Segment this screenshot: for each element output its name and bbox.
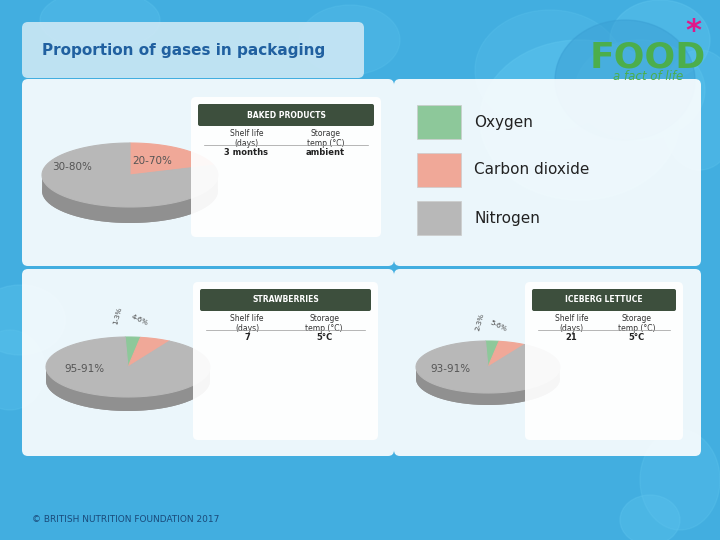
Ellipse shape (660, 50, 720, 170)
Text: 3 months: 3 months (225, 148, 269, 157)
Polygon shape (416, 353, 560, 405)
FancyBboxPatch shape (200, 289, 371, 311)
Polygon shape (488, 341, 524, 367)
Polygon shape (130, 143, 214, 175)
Text: © BRITISH NUTRITION FOUNDATION 2017: © BRITISH NUTRITION FOUNDATION 2017 (32, 515, 220, 524)
Text: 30-80%: 30-80% (52, 162, 92, 172)
Text: 5°C: 5°C (629, 333, 644, 342)
Polygon shape (128, 352, 169, 381)
FancyBboxPatch shape (22, 269, 394, 456)
FancyBboxPatch shape (417, 153, 461, 187)
Text: 2-3%: 2-3% (474, 312, 485, 331)
Text: 20-70%: 20-70% (132, 156, 172, 166)
Text: 7: 7 (244, 333, 250, 342)
Ellipse shape (620, 495, 680, 540)
Text: 93-91%: 93-91% (430, 364, 470, 374)
FancyBboxPatch shape (193, 282, 378, 440)
Text: a fact of life: a fact of life (613, 71, 683, 84)
Ellipse shape (0, 285, 65, 355)
Text: ambient: ambient (306, 148, 345, 157)
Polygon shape (46, 351, 210, 411)
Ellipse shape (610, 0, 710, 80)
Ellipse shape (575, 40, 705, 140)
Polygon shape (485, 353, 499, 379)
Polygon shape (128, 338, 169, 367)
Text: 5-6%: 5-6% (489, 320, 508, 333)
FancyBboxPatch shape (525, 282, 683, 440)
Polygon shape (125, 337, 140, 367)
FancyBboxPatch shape (417, 105, 461, 139)
FancyBboxPatch shape (22, 79, 394, 266)
Polygon shape (416, 365, 560, 405)
Polygon shape (46, 337, 210, 397)
Polygon shape (130, 159, 214, 191)
Ellipse shape (300, 5, 400, 75)
Text: Proportion of gases in packaging: Proportion of gases in packaging (42, 43, 325, 57)
FancyBboxPatch shape (198, 104, 374, 126)
Text: Storage
temp (°C): Storage temp (°C) (307, 129, 344, 149)
FancyBboxPatch shape (532, 289, 676, 311)
FancyBboxPatch shape (394, 79, 701, 266)
Text: Storage
temp (°C): Storage temp (°C) (305, 314, 343, 333)
Text: STRAWBERRIES: STRAWBERRIES (252, 295, 319, 305)
Text: ICEBERG LETTUCE: ICEBERG LETTUCE (565, 295, 643, 305)
Text: Shelf life
(days): Shelf life (days) (230, 129, 263, 149)
Ellipse shape (0, 330, 45, 410)
Text: 95-91%: 95-91% (64, 364, 104, 374)
Polygon shape (488, 353, 524, 379)
Polygon shape (416, 341, 560, 393)
Text: Nitrogen: Nitrogen (474, 211, 540, 226)
Text: Oxygen: Oxygen (474, 114, 533, 130)
Text: Shelf life
(days): Shelf life (days) (554, 314, 588, 333)
Ellipse shape (640, 430, 720, 530)
FancyBboxPatch shape (394, 269, 701, 456)
Ellipse shape (40, 0, 160, 50)
Polygon shape (46, 367, 210, 411)
Polygon shape (125, 351, 140, 381)
Text: Carbon dioxide: Carbon dioxide (474, 163, 590, 178)
FancyBboxPatch shape (22, 22, 364, 78)
Text: 4-6%: 4-6% (130, 314, 150, 327)
Ellipse shape (480, 40, 680, 200)
Text: 1-3%: 1-3% (113, 306, 123, 325)
Text: Storage
temp (°C): Storage temp (°C) (618, 314, 655, 333)
Text: FOOD: FOOD (590, 40, 706, 74)
FancyBboxPatch shape (191, 97, 381, 237)
Ellipse shape (475, 10, 625, 130)
Text: 21: 21 (566, 333, 577, 342)
Text: BAKED PRODUCTS: BAKED PRODUCTS (246, 111, 325, 119)
FancyBboxPatch shape (417, 201, 461, 235)
Polygon shape (485, 341, 499, 367)
Text: *: * (685, 17, 701, 46)
Polygon shape (42, 159, 218, 223)
Polygon shape (42, 143, 218, 207)
Text: 5°C: 5°C (316, 333, 332, 342)
Text: Shelf life
(days): Shelf life (days) (230, 314, 264, 333)
Ellipse shape (555, 20, 695, 140)
Polygon shape (42, 173, 218, 223)
